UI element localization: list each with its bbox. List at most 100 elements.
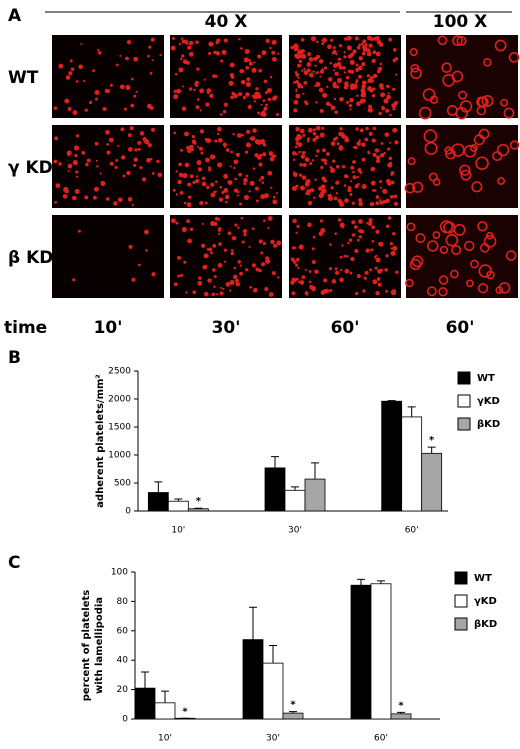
cell <box>343 55 347 59</box>
error-bar <box>141 671 149 689</box>
cell <box>307 192 311 196</box>
cell <box>311 259 316 264</box>
cell <box>249 285 253 289</box>
cell <box>262 152 267 157</box>
cell <box>210 221 216 227</box>
cell <box>109 161 114 166</box>
cell <box>393 201 399 207</box>
cell <box>314 269 319 274</box>
micrograph <box>52 35 164 118</box>
cell <box>117 197 123 203</box>
cell <box>483 58 492 67</box>
cell <box>387 162 393 168</box>
cell <box>312 70 315 73</box>
cell <box>460 169 472 181</box>
cell <box>243 57 249 63</box>
cell <box>173 94 179 100</box>
cell <box>228 80 234 86</box>
cell <box>81 150 86 155</box>
cell <box>336 164 340 169</box>
cell <box>210 182 215 187</box>
cell <box>150 37 155 42</box>
cell <box>375 257 381 263</box>
cell <box>262 143 267 147</box>
cell <box>263 193 269 199</box>
cell <box>131 277 136 282</box>
cell <box>204 137 209 142</box>
cell <box>497 177 506 186</box>
cell <box>386 94 391 100</box>
cell <box>254 153 259 158</box>
cell <box>334 71 339 76</box>
cell <box>127 196 133 202</box>
cell <box>329 103 332 107</box>
cell <box>333 97 337 101</box>
cell <box>239 202 243 206</box>
cell <box>146 103 152 109</box>
cell <box>307 127 313 133</box>
cell <box>273 95 278 100</box>
cell <box>272 56 277 62</box>
cell <box>426 286 437 297</box>
cell <box>248 61 253 66</box>
cell <box>477 283 489 294</box>
cell <box>267 170 273 176</box>
cell <box>130 77 134 81</box>
cell <box>378 199 382 202</box>
cell <box>224 194 230 200</box>
cell <box>239 69 244 74</box>
bar <box>167 500 189 512</box>
cell <box>354 36 359 41</box>
cell <box>361 84 366 89</box>
cell <box>173 131 177 135</box>
cell <box>260 111 266 117</box>
cell <box>188 51 194 57</box>
cell <box>128 244 133 250</box>
cell <box>361 61 366 67</box>
cell <box>392 231 396 236</box>
cell <box>335 53 338 56</box>
cell <box>347 242 350 245</box>
cell <box>173 89 177 93</box>
cell <box>197 167 203 172</box>
cell <box>441 62 452 73</box>
cell <box>309 162 313 166</box>
cell <box>196 67 200 71</box>
cell <box>245 142 252 148</box>
cell <box>217 162 223 168</box>
cell <box>94 90 100 96</box>
cell <box>295 153 299 156</box>
cell <box>351 201 355 205</box>
cell <box>117 144 120 148</box>
cell <box>330 186 334 190</box>
cell <box>297 280 301 283</box>
legend-label: WT <box>474 573 492 584</box>
significance-mark: * <box>196 496 202 507</box>
cell <box>252 167 256 170</box>
legend-label: WT <box>477 373 495 384</box>
cell <box>311 159 315 162</box>
cell <box>245 81 251 87</box>
cell <box>363 276 367 280</box>
cell <box>267 226 270 229</box>
cell <box>170 45 176 51</box>
cell <box>356 94 359 97</box>
cell <box>335 180 340 185</box>
cell <box>358 74 362 79</box>
cell <box>459 164 471 176</box>
cell <box>198 276 202 280</box>
cell <box>345 255 349 258</box>
cell <box>372 279 378 285</box>
cell <box>206 185 210 190</box>
cell <box>176 88 182 94</box>
cell <box>392 87 396 91</box>
cell <box>360 42 364 46</box>
cell <box>418 106 432 120</box>
cell <box>243 181 247 186</box>
cell <box>338 44 343 48</box>
cell <box>181 106 187 112</box>
cell <box>370 180 376 186</box>
cell <box>503 107 515 119</box>
cell <box>339 277 344 283</box>
cell <box>251 94 255 98</box>
